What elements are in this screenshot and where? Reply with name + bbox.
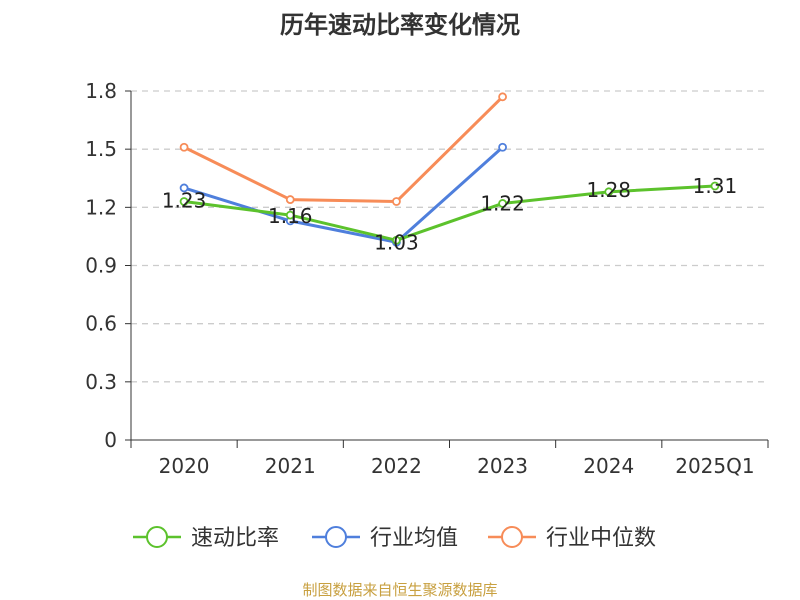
legend-item-1[interactable]: 行业均值 xyxy=(312,526,458,551)
y-tick-label: 1.8 xyxy=(85,79,117,103)
data-label: 1.03 xyxy=(374,230,419,254)
x-tick-label: 2024 xyxy=(583,454,634,478)
series-line-2 xyxy=(183,95,504,204)
data-point[interactable] xyxy=(179,142,189,152)
data-point[interactable] xyxy=(285,195,295,204)
axes: 0 0.3 0.6 0.9 1.2 1.5 1.8 2020 2021 2022 2023 2024 2… xyxy=(85,79,769,478)
legend-marker xyxy=(146,526,168,548)
x-tick-label: 2025Q1 xyxy=(675,454,754,478)
y-tick-label: 0.6 xyxy=(85,312,117,336)
grid-lines xyxy=(131,90,768,383)
series-lines xyxy=(179,92,720,247)
data-point[interactable] xyxy=(392,235,401,245)
legend-item-0[interactable]: 速动比率 xyxy=(133,526,279,551)
data-point[interactable] xyxy=(498,92,507,102)
series-line-0 xyxy=(183,184,715,242)
series-line-1 xyxy=(183,146,504,244)
data-label: 1.22 xyxy=(480,191,525,215)
x-tick-label: 2022 xyxy=(371,454,422,478)
data-labels: 1.23 1.16 1.03 1.22 1.28 1.31 xyxy=(162,174,737,254)
x-tick-label: 2023 xyxy=(477,454,528,478)
data-point[interactable] xyxy=(179,183,189,193)
y-tick-label: 1.5 xyxy=(85,137,117,161)
data-point[interactable] xyxy=(392,197,401,206)
data-label: 1.28 xyxy=(586,178,631,202)
y-tick-label: 0.9 xyxy=(85,254,117,278)
legend-marker xyxy=(325,526,347,548)
legend-label: 行业中位数 xyxy=(546,526,656,551)
chart-title: 历年速动比率变化情况 xyxy=(280,11,520,39)
data-label: 1.31 xyxy=(693,174,738,198)
y-tick-label: 0 xyxy=(104,428,117,452)
legend-label: 速动比率 xyxy=(191,526,279,551)
y-tick-label: 0.3 xyxy=(85,370,117,394)
legend-marker xyxy=(501,526,523,548)
y-tick-label: 1.2 xyxy=(85,195,117,219)
x-tick-label: 2021 xyxy=(265,454,316,478)
data-point[interactable] xyxy=(604,187,614,197)
data-point[interactable] xyxy=(498,142,507,152)
data-point[interactable] xyxy=(285,210,295,220)
legend-item-2[interactable]: 行业中位数 xyxy=(488,526,656,551)
data-label: 1.16 xyxy=(268,204,313,228)
data-label: 1.23 xyxy=(162,189,207,213)
data-point[interactable] xyxy=(710,181,720,191)
legend[interactable]: 速动比率 行业均值 行业中位数 xyxy=(133,526,656,551)
data-point[interactable] xyxy=(498,199,507,208)
legend-label: 行业均值 xyxy=(370,526,458,551)
x-tick-label: 2020 xyxy=(159,454,210,478)
source-note: 制图数据来自恒生聚源数据库 xyxy=(302,581,497,599)
data-point[interactable] xyxy=(179,197,189,206)
